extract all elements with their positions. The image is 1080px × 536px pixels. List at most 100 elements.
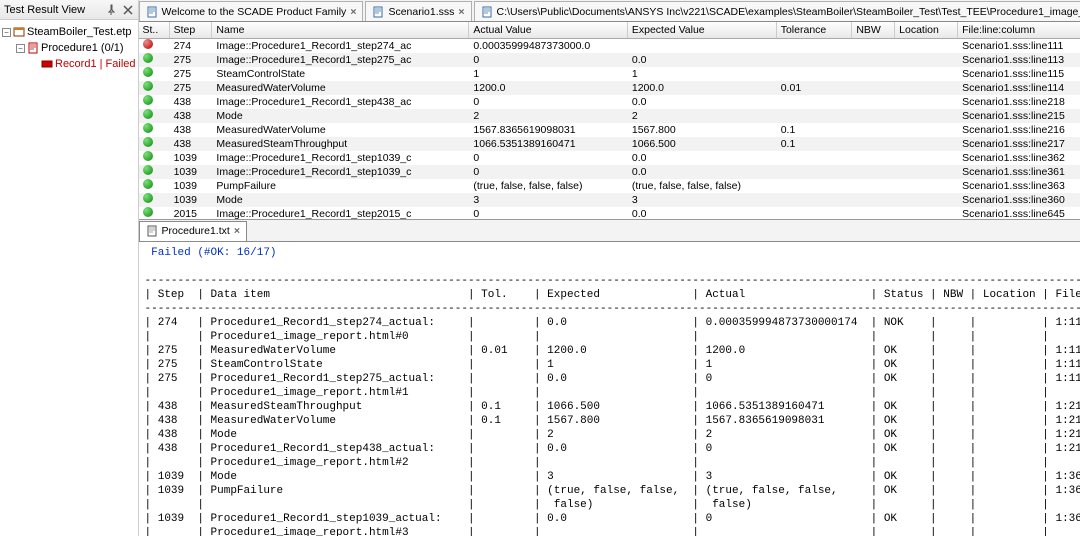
table-cell: Mode: [212, 193, 469, 207]
column-header[interactable]: Expected Value: [627, 22, 776, 39]
table-cell: Scenario1.sss:line114: [958, 81, 1080, 95]
table-cell: Scenario1.sss:line113: [958, 53, 1080, 67]
table-row[interactable]: 1039Image::Procedure1_Record1_step1039_c…: [139, 151, 1080, 165]
close-icon[interactable]: ×: [350, 6, 356, 18]
table-cell: Scenario1.sss:line218: [958, 95, 1080, 109]
tree-view: − SteamBoiler_Test.etp − Procedure1 (0/1…: [0, 20, 138, 76]
table-row[interactable]: 2015Image::Procedure1_Record1_step2015_c…: [139, 207, 1080, 221]
column-header[interactable]: File:line:column: [958, 22, 1080, 39]
table-cell: MeasuredSteamThroughput: [212, 137, 469, 151]
table-cell: [139, 53, 170, 67]
table-cell: Scenario1.sss:line215: [958, 109, 1080, 123]
table-cell: 1039: [169, 193, 212, 207]
column-header[interactable]: Tolerance: [776, 22, 852, 39]
tree-root-label: SteamBoiler_Test.etp: [27, 24, 132, 40]
pin-icon[interactable]: [106, 4, 118, 16]
table-cell: Image::Procedure1_Record1_step438_ac: [212, 95, 469, 109]
table-cell: [139, 95, 170, 109]
table-row[interactable]: 438Image::Procedure1_Record1_step438_ac 0…: [139, 95, 1080, 109]
table-cell: Image::Procedure1_Record1_step1039_c: [212, 165, 469, 179]
table-row[interactable]: 1039Image::Procedure1_Record1_step1039_c…: [139, 165, 1080, 179]
table-cell: [139, 137, 170, 151]
table-row[interactable]: 438Mode22Scenario1.sss:line215: [139, 109, 1080, 123]
table-cell: [895, 109, 958, 123]
table-cell: [776, 53, 852, 67]
collapse-icon[interactable]: −: [2, 28, 11, 37]
table-cell: Scenario1.sss:line362: [958, 151, 1080, 165]
close-icon[interactable]: ×: [458, 6, 464, 18]
table-row[interactable]: 438MeasuredWaterVolume1567.8365619098031…: [139, 123, 1080, 137]
table-row[interactable]: 274Image::Procedure1_Record1_step274_ac0…: [139, 39, 1080, 53]
table-row[interactable]: 438MeasuredSteamThroughput1066.535138916…: [139, 137, 1080, 151]
tree-proc[interactable]: − Procedure1 (0/1): [2, 40, 136, 56]
table-cell: Image::Procedure1_Record1_step275_ac: [212, 53, 469, 67]
table-cell: 0.0: [627, 95, 776, 109]
table-cell: 438: [169, 95, 212, 109]
table-cell: [852, 95, 895, 109]
table-header-row: St..StepNameActual ValueExpected ValueTo…: [139, 22, 1080, 39]
status-ok-icon: [143, 165, 153, 175]
table-cell: 0: [469, 165, 627, 179]
table-cell: [852, 81, 895, 95]
table-cell: [776, 67, 852, 81]
table-cell: [139, 193, 170, 207]
table-cell: 274: [169, 39, 212, 53]
table-row[interactable]: 1039PumpFailure(true, false, false, fals…: [139, 179, 1080, 193]
table-row[interactable]: 275SteamControlState11Scenario1.sss:line…: [139, 67, 1080, 81]
table-cell: MeasuredWaterVolume: [212, 123, 469, 137]
table-cell: 0: [469, 53, 627, 67]
status-ok-icon: [143, 207, 153, 217]
table-cell: MeasuredWaterVolume: [212, 81, 469, 95]
result-table-wrap[interactable]: St..StepNameActual ValueExpected ValueTo…: [139, 22, 1080, 220]
tree-record[interactable]: Record1 | Failed: [2, 56, 136, 72]
table-cell: 1: [469, 67, 627, 81]
table-cell: 2015: [169, 207, 212, 221]
table-cell: 1: [627, 67, 776, 81]
table-row[interactable]: 1039Mode33Scenario1.sss:line360: [139, 193, 1080, 207]
table-cell: [139, 123, 170, 137]
table-row[interactable]: 275Image::Procedure1_Record1_step275_ac0…: [139, 53, 1080, 67]
table-cell: Scenario1.sss:line363: [958, 179, 1080, 193]
column-header[interactable]: Actual Value: [469, 22, 627, 39]
table-row[interactable]: 275MeasuredWaterVolume1200.01200.00.01Sc…: [139, 81, 1080, 95]
editor-tab[interactable]: Scenario1.sss×: [365, 1, 471, 21]
tree-root[interactable]: − SteamBoiler_Test.etp: [2, 24, 136, 40]
table-cell: [776, 109, 852, 123]
table-cell: [852, 179, 895, 193]
table-cell: 0.01: [776, 81, 852, 95]
bottom-tab[interactable]: Procedure1.txt ×: [139, 221, 247, 241]
table-cell: 0.0: [627, 207, 776, 221]
table-cell: [139, 39, 170, 53]
column-header[interactable]: St..: [139, 22, 170, 39]
table-cell: 0.1: [776, 137, 852, 151]
table-cell: [776, 95, 852, 109]
table-cell: [895, 53, 958, 67]
status-ok-icon: [143, 193, 153, 203]
table-cell: Image::Procedure1_Record1_step1039_c: [212, 151, 469, 165]
editor-tab[interactable]: Welcome to the SCADE Product Family×: [139, 1, 364, 21]
table-cell: Scenario1.sss:line216: [958, 123, 1080, 137]
table-cell: [776, 39, 852, 53]
table-cell: 1200.0: [469, 81, 627, 95]
column-header[interactable]: Location: [895, 22, 958, 39]
table-cell: 275: [169, 53, 212, 67]
column-header[interactable]: Name: [212, 22, 469, 39]
table-cell: [895, 207, 958, 221]
table-cell: SteamControlState: [212, 67, 469, 81]
table-cell: 3: [627, 193, 776, 207]
editor-tab[interactable]: C:\Users\Public\Documents\ANSYS Inc\v221…: [474, 1, 1080, 21]
table-cell: [776, 179, 852, 193]
right-area: Welcome to the SCADE Product Family×Scen…: [139, 0, 1080, 536]
table-cell: 0: [469, 151, 627, 165]
table-cell: [895, 81, 958, 95]
text-output-view[interactable]: Failed (#OK: 16/17) --------------------…: [139, 242, 1080, 536]
close-panel-icon[interactable]: [122, 4, 134, 16]
column-header[interactable]: NBW: [852, 22, 895, 39]
table-cell: 275: [169, 67, 212, 81]
table-cell: [139, 165, 170, 179]
status-ok-icon: [143, 151, 153, 161]
close-icon[interactable]: ×: [234, 225, 240, 237]
collapse-icon[interactable]: −: [16, 44, 25, 53]
column-header[interactable]: Step: [169, 22, 212, 39]
table-cell: 438: [169, 137, 212, 151]
